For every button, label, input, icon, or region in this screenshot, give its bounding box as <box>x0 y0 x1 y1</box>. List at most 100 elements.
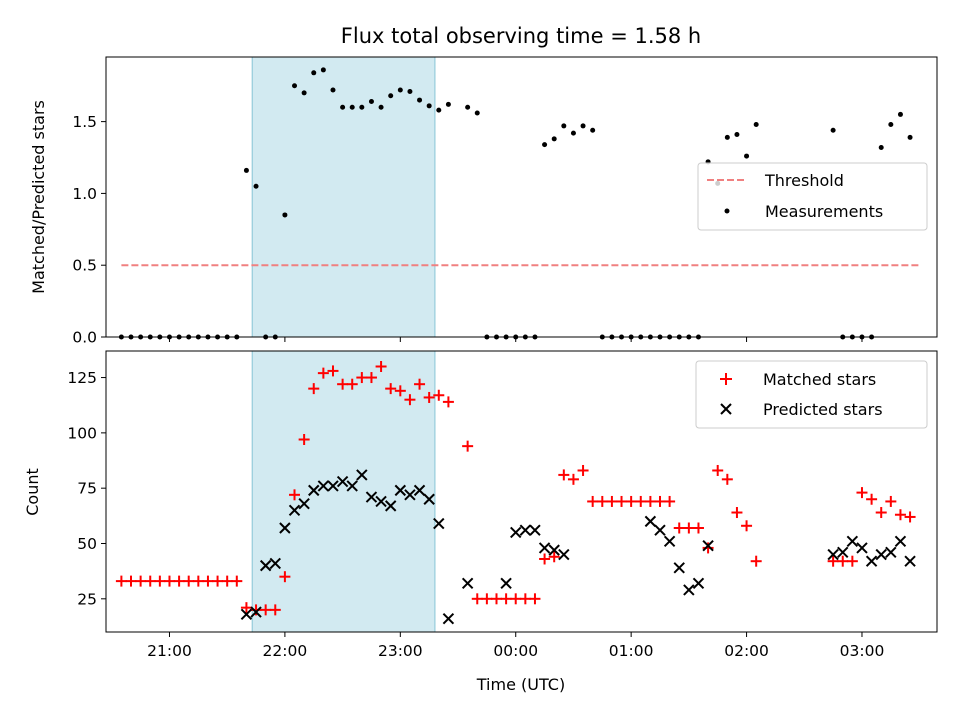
count-y-tick-label: 50 <box>77 535 97 553</box>
predicted-x-b <box>673 562 685 574</box>
predicted-x-b <box>461 577 474 590</box>
predicted-x-b <box>875 548 887 561</box>
predicted-star-point <box>654 524 666 536</box>
matched-star-point <box>644 495 656 507</box>
predicted-star-point <box>327 480 339 492</box>
time-x-tick-label: 02:00 <box>724 642 769 660</box>
measurement-point <box>311 70 317 76</box>
measurement-point <box>465 104 471 110</box>
count-panel: 25 50 75 100 125 21:00 22:00 23:00 00:00 01:00 02… <box>23 350 938 694</box>
measurement-point <box>378 104 384 110</box>
matched-star-point <box>212 575 224 587</box>
predicted-star-point <box>827 548 839 561</box>
predicted-x-b <box>269 557 281 570</box>
predicted-star-point <box>356 469 368 481</box>
predicted-star-point <box>538 542 551 554</box>
predicted-x-b <box>558 548 570 561</box>
predicted-x-b <box>298 497 310 510</box>
predicted-star-point <box>308 484 320 497</box>
predicted-star-point <box>885 546 897 559</box>
time-x-tick-label: 00:00 <box>493 642 538 660</box>
predicted-star-point <box>336 475 349 488</box>
matched-star-point <box>337 378 349 390</box>
matched-stars-points <box>115 360 916 616</box>
time-x-axis: 21:00 22:00 23:00 00:00 01:00 02:00 03:00 <box>147 632 884 660</box>
predicted-x-b <box>404 489 416 501</box>
ratio-panel-frame <box>105 56 938 338</box>
matched-star-point <box>442 396 454 408</box>
predicted-star-point <box>875 548 887 561</box>
predicted-star-point <box>894 535 907 547</box>
matched-star-point <box>654 495 666 507</box>
measurement-point <box>253 183 259 189</box>
matched-star-point <box>365 372 377 384</box>
matched-star-point <box>404 394 416 406</box>
measurement-point <box>426 103 432 109</box>
measurement-point <box>397 87 403 93</box>
matched-star-point <box>183 575 195 587</box>
measurement-point <box>301 90 307 96</box>
matched-star-point <box>154 575 166 587</box>
matched-star-point <box>539 553 551 565</box>
matched-star-point <box>462 440 474 452</box>
measurement-point <box>292 83 298 89</box>
predicted-star-point <box>663 535 676 547</box>
measurement-point <box>349 104 355 110</box>
matched-star-point <box>692 522 704 534</box>
measurement-point <box>888 121 894 127</box>
measurement-point <box>897 111 903 117</box>
predicted-x-b <box>904 555 916 567</box>
matched-star-point <box>490 593 502 605</box>
matched-star-point <box>356 372 368 384</box>
matched-star-point <box>837 555 849 567</box>
matched-star-point <box>731 507 743 519</box>
matched-star-point <box>471 593 483 605</box>
observing-window-span <box>251 350 436 633</box>
predicted-star-point <box>673 562 685 574</box>
predicted-x-b <box>500 577 512 590</box>
measurement-point <box>551 136 557 142</box>
predicted-star-point <box>442 613 455 625</box>
measurement-point <box>830 127 836 133</box>
observing-window-span <box>251 56 436 338</box>
ratio-y-tick-label: 0.5 <box>72 257 97 275</box>
predicted-star-point <box>423 493 435 505</box>
predicted-star-point <box>269 557 281 570</box>
matched-star-point <box>221 575 233 587</box>
measurement-point <box>744 153 750 159</box>
predicted-x-b <box>654 524 666 536</box>
matched-star-point <box>875 507 887 519</box>
matched-legend-label: Matched stars <box>763 370 876 389</box>
matched-star-point <box>529 593 541 605</box>
predicted-x-b <box>327 480 339 492</box>
matched-star-point <box>567 473 579 485</box>
predicted-x-b <box>827 548 839 561</box>
matched-star-point <box>577 464 589 476</box>
count-y-tick-label: 25 <box>77 590 97 608</box>
predicted-star-point <box>510 526 522 539</box>
matched-star-point <box>173 575 185 587</box>
predicted-star-point <box>519 524 532 536</box>
count-legend: Matched stars Predicted stars <box>695 360 928 429</box>
measurement-point <box>580 123 586 129</box>
matched-star-point <box>712 464 724 476</box>
predicted-x-b <box>519 524 532 536</box>
predicted-x-b <box>308 484 320 497</box>
predicted-x-b <box>837 546 849 559</box>
measurement-point <box>445 101 451 107</box>
measurement-point <box>590 127 596 133</box>
predicted-star-point <box>904 555 916 567</box>
matched-star-point <box>317 367 329 379</box>
measurement-point <box>907 134 913 140</box>
predicted-star-point <box>865 555 878 567</box>
measurement-point <box>734 132 740 138</box>
predicted-star-point <box>846 535 859 547</box>
measurement-point <box>282 212 288 218</box>
predicted-x-b <box>279 522 291 534</box>
measurement-point <box>542 142 548 148</box>
predicted-x-b <box>413 484 426 497</box>
ratio-y-tick-label: 1.5 <box>72 113 97 131</box>
matched-star-point <box>202 575 214 587</box>
predicted-star-point <box>404 489 416 501</box>
